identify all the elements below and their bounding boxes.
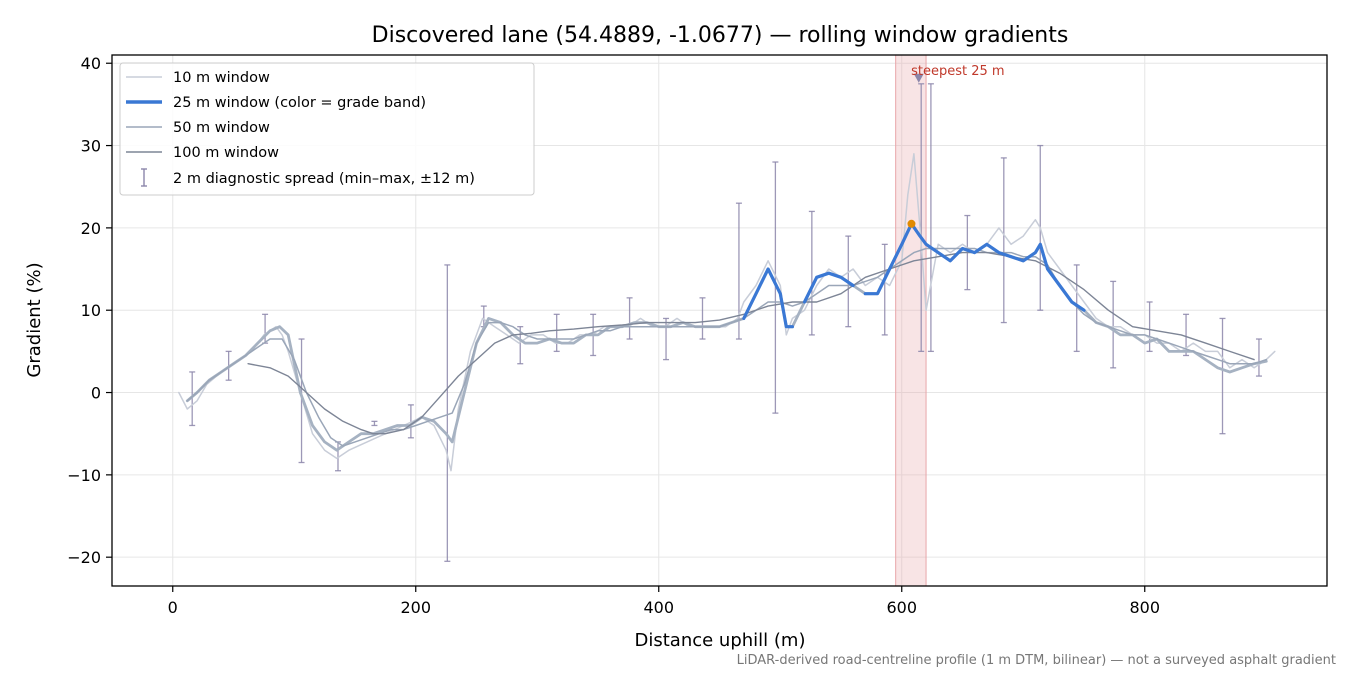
errorbar (699, 297, 706, 340)
errorbar (1073, 264, 1080, 353)
errorbar (553, 313, 560, 353)
errorbar (918, 83, 925, 353)
errorbar (189, 371, 196, 427)
y-axis-ticks: −20 −10 0 10 20 30 40 (67, 54, 112, 567)
series-10m-window (178, 153, 1276, 472)
legend-label-errorbar: 2 m diagnostic spread (min–max, ±12 m) (173, 171, 475, 187)
y-tick-label: 40 (81, 54, 101, 73)
y-tick-label: 10 (81, 301, 101, 320)
series-100m-window (247, 251, 1255, 435)
x-axis-label: Distance uphill (m) (635, 630, 806, 651)
x-tick-label: 800 (1129, 598, 1160, 617)
footnote: LiDAR-derived road-centreline profile (1… (737, 653, 1336, 668)
series-25m-window (185, 222, 1268, 452)
errorbar (1146, 301, 1153, 353)
errorbar (626, 297, 633, 340)
x-tick-label: 200 (400, 598, 431, 617)
plot-frame (111, 54, 1328, 587)
peak-point-marker (907, 219, 916, 228)
legend-label-25m: 25 m window (color = grade band) (173, 95, 426, 111)
legend-label-10m: 10 m window (173, 70, 270, 86)
legend-label-100m: 100 m window (173, 145, 279, 161)
y-axis-label: Gradient (%) (24, 262, 45, 377)
steepest-marker (913, 73, 924, 83)
series-50m-window (186, 247, 1268, 447)
y-tick-label: 30 (81, 137, 101, 156)
y-tick-label: 20 (81, 219, 101, 238)
series-lines (178, 153, 1276, 472)
y-tick-label: 0 (91, 384, 101, 403)
errorbar (772, 161, 779, 414)
legend: 10 m window 25 m window (color = grade b… (119, 62, 535, 196)
x-tick-label: 600 (886, 598, 917, 617)
errorbar (1000, 157, 1007, 324)
x-axis-ticks: 0 200 400 600 800 (168, 586, 1160, 617)
x-tick-label: 0 (168, 598, 178, 617)
errorbar (1255, 338, 1262, 377)
errorbar (1219, 317, 1226, 435)
series-25m-grade-band (863, 222, 1086, 312)
overlay-markers (907, 73, 924, 228)
steepest-annotation: steepest 25 m (911, 64, 1004, 79)
y-tick-label: −20 (67, 548, 101, 567)
errorbar (407, 404, 414, 439)
legend-swatch-errorbar (141, 168, 147, 187)
series-25m-grade-band (742, 267, 794, 329)
x-tick-label: 400 (643, 598, 674, 617)
errorbar (444, 264, 451, 562)
errorbar (298, 338, 305, 464)
errorbar (371, 420, 378, 427)
diagnostic-errorbars (189, 83, 1262, 562)
errorbar (927, 83, 934, 353)
errorbar (1110, 280, 1117, 369)
y-tick-label: −10 (67, 466, 101, 485)
chart-title: Discovered lane (54.4889, -1.0677) — rol… (372, 23, 1069, 48)
series-25m-grade-band (802, 271, 855, 304)
errorbar (808, 210, 815, 336)
legend-label-50m: 50 m window (173, 120, 270, 136)
errorbar (881, 243, 888, 336)
errorbar (517, 326, 524, 365)
legend-box (119, 62, 535, 196)
